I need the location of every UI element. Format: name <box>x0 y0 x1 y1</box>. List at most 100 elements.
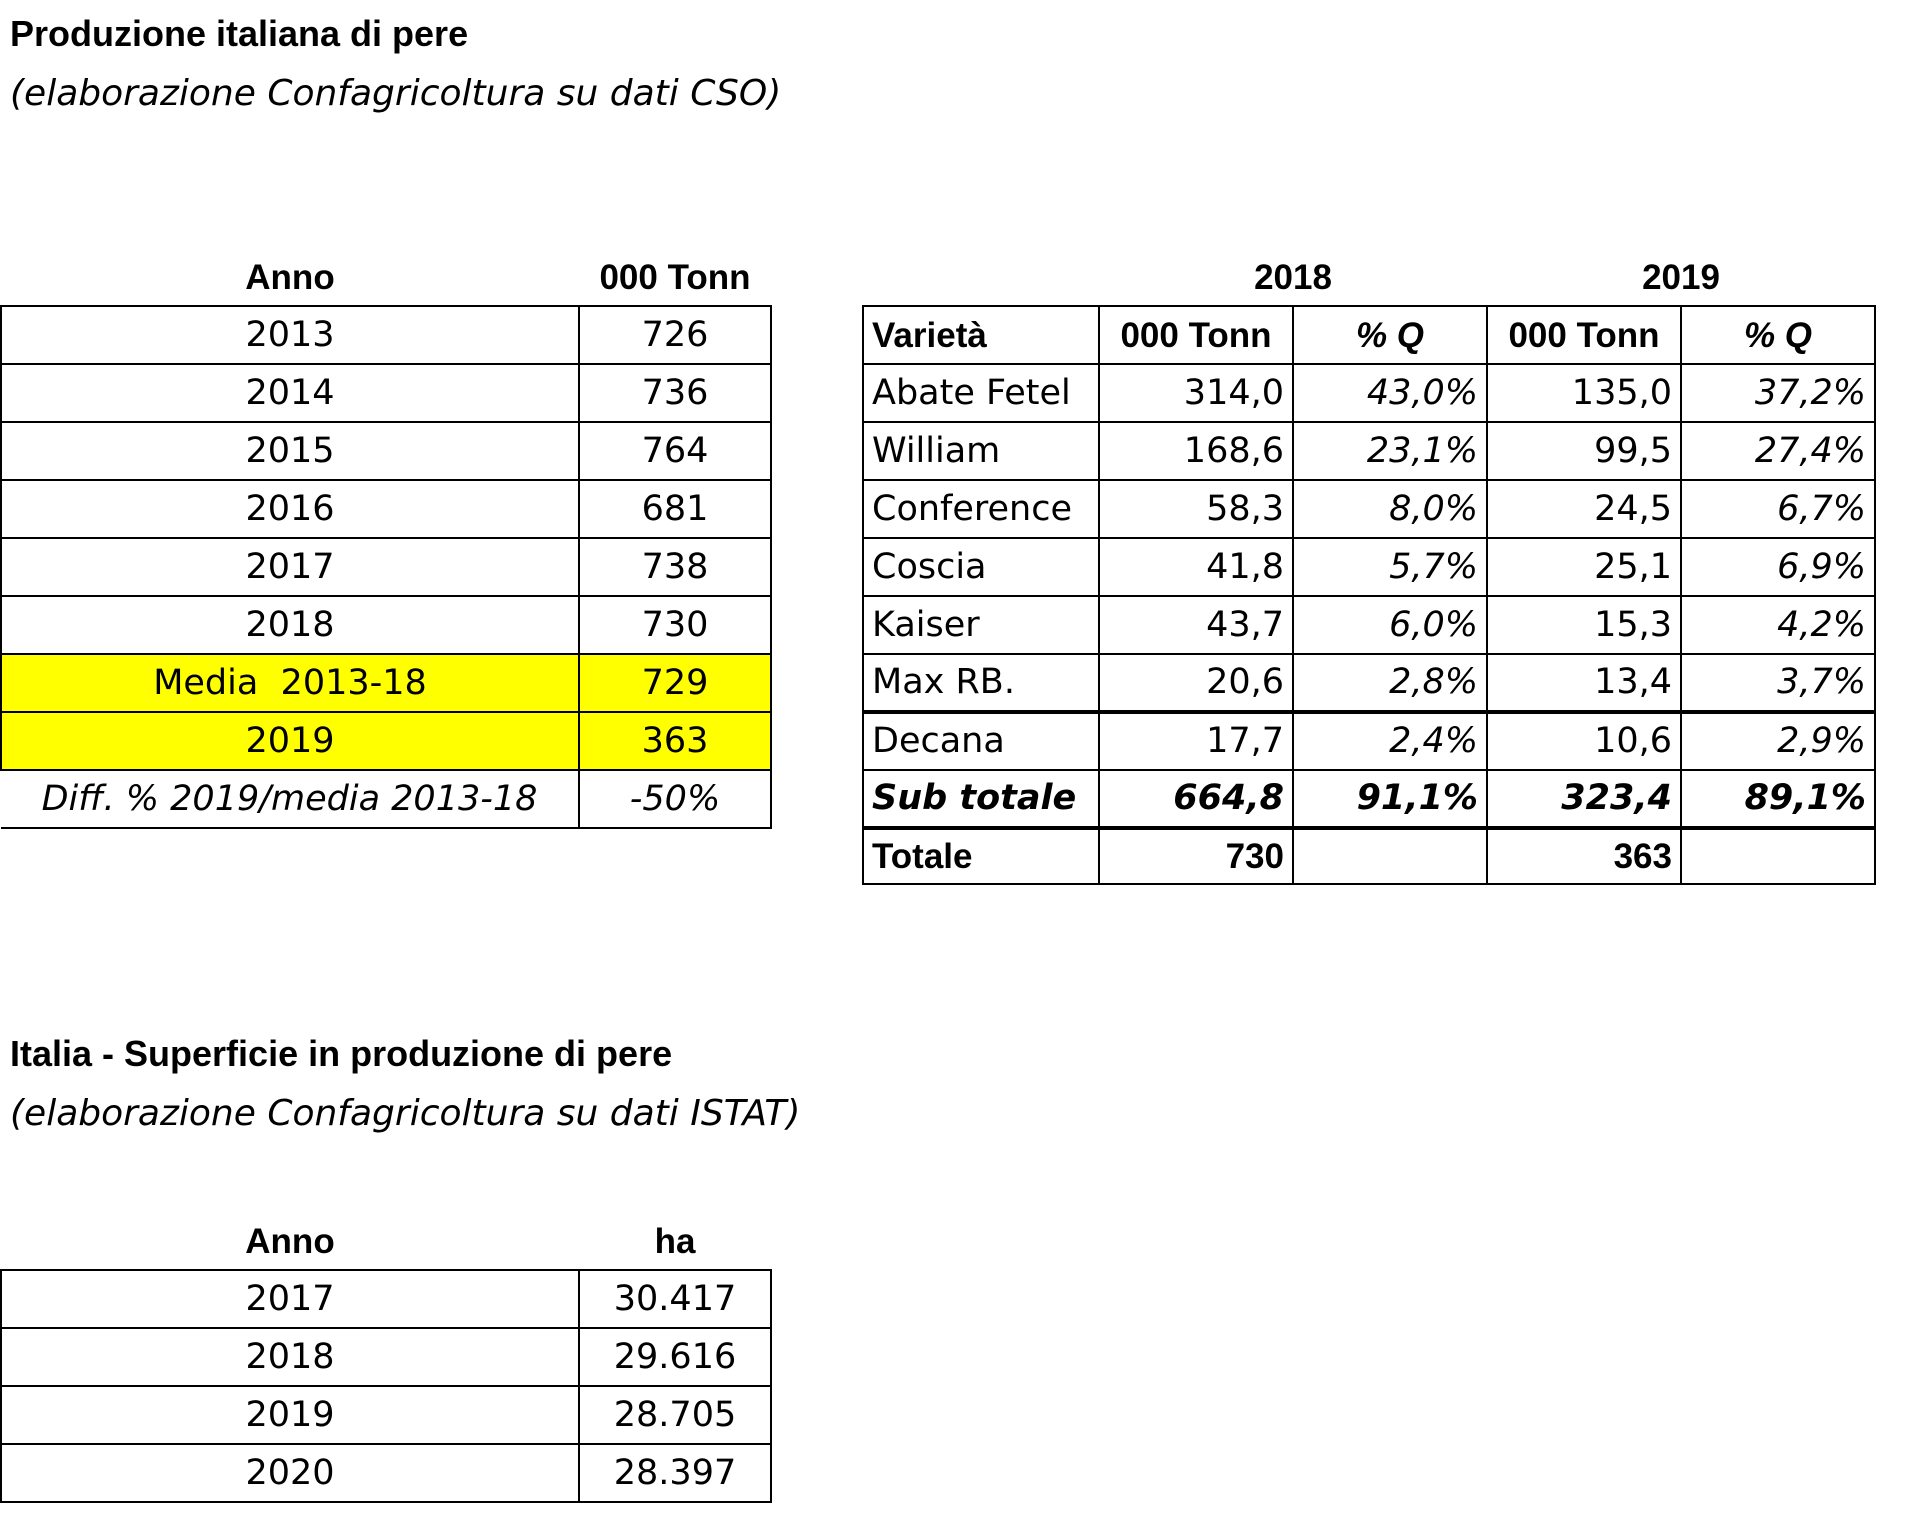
column-header-row: Varietà 000 Tonn % Q 000 Tonn % Q <box>862 305 1876 365</box>
share-2018: 8,0% <box>1292 479 1488 539</box>
table-row: Decana 17,7 2,4% 10,6 2,9% <box>862 710 1876 771</box>
area-table: Anno ha 2017 30.417 2018 29.616 2019 28.… <box>0 1214 772 1503</box>
share-2018: 23,1% <box>1292 421 1488 481</box>
average-label: Media 2013-18 <box>0 653 580 713</box>
tonn-2019: 10,6 <box>1486 710 1682 771</box>
header-ha: ha <box>654 1222 696 1261</box>
value-cell: 738 <box>578 537 772 597</box>
share-2018: 2,4% <box>1292 710 1488 771</box>
table-row: 2020 28.397 <box>0 1443 772 1503</box>
table-row: 2017 30.417 <box>0 1269 772 1329</box>
share-2018: 6,0% <box>1292 595 1488 655</box>
year-cell: 2019 <box>0 1385 580 1445</box>
year-cell: 2017 <box>0 1269 580 1329</box>
header-tonn: 000 Tonn <box>599 258 751 297</box>
table-row: 2014 736 <box>0 363 772 423</box>
tonn-2018: 58,3 <box>1098 479 1294 539</box>
year-cell: 2018 <box>0 595 580 655</box>
area-cell: 28.705 <box>578 1385 772 1445</box>
area-cell: 30.417 <box>578 1269 772 1329</box>
table-row: Kaiser 43,7 6,0% 15,3 4,2% <box>862 595 1876 655</box>
table-row: Abate Fetel 314,0 43,0% 135,0 37,2% <box>862 363 1876 423</box>
table-row: 2013 726 <box>0 305 772 365</box>
tonn-2019: 15,3 <box>1486 595 1682 655</box>
subtotal-tonn-2019: 323,4 <box>1486 769 1682 830</box>
total-tonn-2019: 363 <box>1486 827 1682 885</box>
area-cell: 29.616 <box>578 1327 772 1387</box>
section2-title: Italia - Superficie in produzione di per… <box>10 1033 673 1074</box>
share-2018: 43,0% <box>1292 363 1488 423</box>
header-q-2018: % Q <box>1292 305 1488 365</box>
share-2019: 6,7% <box>1680 479 1876 539</box>
tonn-2019: 99,5 <box>1486 421 1682 481</box>
variety-table: 2018 2019 Varietà 000 Tonn % Q 000 Tonn … <box>862 250 1876 885</box>
tonn-2018: 43,7 <box>1098 595 1294 655</box>
variety-name: Kaiser <box>862 595 1100 655</box>
total-tonn-2018: 730 <box>1098 827 1294 885</box>
share-2018: 5,7% <box>1292 537 1488 597</box>
header-q-2019: % Q <box>1680 305 1876 365</box>
average-row: Media 2013-18 729 <box>0 653 772 713</box>
tonn-2019: 13,4 <box>1486 653 1682 713</box>
year-header-2018: 2018 <box>1254 258 1332 297</box>
tonn-2018: 20,6 <box>1098 653 1294 713</box>
total-label: Totale <box>862 827 1100 885</box>
subtotal-share-2018: 91,1% <box>1292 769 1488 830</box>
table-row: 2018 29.616 <box>0 1327 772 1387</box>
value-cell: 736 <box>578 363 772 423</box>
share-2019: 37,2% <box>1680 363 1876 423</box>
table-row: Conference 58,3 8,0% 24,5 6,7% <box>862 479 1876 539</box>
subtotal-tonn-2018: 664,8 <box>1098 769 1294 830</box>
variety-name: Conference <box>862 479 1100 539</box>
total-share-2019 <box>1680 827 1876 885</box>
variety-name: Decana <box>862 710 1100 771</box>
table-row: Max RB. 20,6 2,8% 13,4 3,7% <box>862 653 1876 713</box>
value-cell: 764 <box>578 421 772 481</box>
current-year-value: 363 <box>578 711 772 771</box>
area-cell: 28.397 <box>578 1443 772 1503</box>
header-anno: Anno <box>245 1222 335 1261</box>
year-cell: 2017 <box>0 537 580 597</box>
subtotal-row: Sub totale 664,8 91,1% 323,4 89,1% <box>862 769 1876 830</box>
share-2018: 2,8% <box>1292 653 1488 713</box>
tonn-2019: 25,1 <box>1486 537 1682 597</box>
value-cell: 730 <box>578 595 772 655</box>
share-2019: 2,9% <box>1680 710 1876 771</box>
variety-name: William <box>862 421 1100 481</box>
diff-row: Diff. % 2019/media 2013-18 -50% <box>1 769 772 829</box>
year-cell: 2016 <box>0 479 580 539</box>
year-cell: 2015 <box>0 421 580 481</box>
share-2019: 27,4% <box>1680 421 1876 481</box>
year-cell: 2013 <box>0 305 580 365</box>
total-row: Totale 730 363 <box>862 827 1876 885</box>
subtotal-share-2019: 89,1% <box>1680 769 1876 830</box>
tonn-2018: 41,8 <box>1098 537 1294 597</box>
tonn-2018: 168,6 <box>1098 421 1294 481</box>
header-anno: Anno <box>245 258 335 297</box>
diff-label: Diff. % 2019/media 2013-18 <box>1 769 580 829</box>
section1-subtitle: (elaborazione Confagricoltura su dati CS… <box>10 73 782 114</box>
diff-value: -50% <box>579 769 772 829</box>
header-varieta: Varietà <box>862 305 1100 365</box>
tonn-2018: 17,7 <box>1098 710 1294 771</box>
tonn-2019: 24,5 <box>1486 479 1682 539</box>
tonn-2019: 135,0 <box>1486 363 1682 423</box>
table-row: 2019 28.705 <box>0 1385 772 1445</box>
share-2019: 3,7% <box>1680 653 1876 713</box>
tonn-2018: 314,0 <box>1098 363 1294 423</box>
year-cell: 2018 <box>0 1327 580 1387</box>
variety-name: Coscia <box>862 537 1100 597</box>
value-cell: 726 <box>578 305 772 365</box>
current-year-row: 2019 363 <box>0 711 772 771</box>
year-header-2019: 2019 <box>1642 258 1720 297</box>
production-table: Anno 000 Tonn 2013 726 2014 736 2015 764… <box>0 250 772 829</box>
table-row: 2015 764 <box>0 421 772 481</box>
current-year-label: 2019 <box>0 711 580 771</box>
table-row: 2018 730 <box>0 595 772 655</box>
year-cell: 2020 <box>0 1443 580 1503</box>
subtotal-label: Sub totale <box>862 769 1100 830</box>
total-share-2018 <box>1292 827 1488 885</box>
header-tonn-2019: 000 Tonn <box>1486 305 1682 365</box>
header-tonn-2018: 000 Tonn <box>1098 305 1294 365</box>
section1-title: Produzione italiana di pere <box>10 13 469 54</box>
